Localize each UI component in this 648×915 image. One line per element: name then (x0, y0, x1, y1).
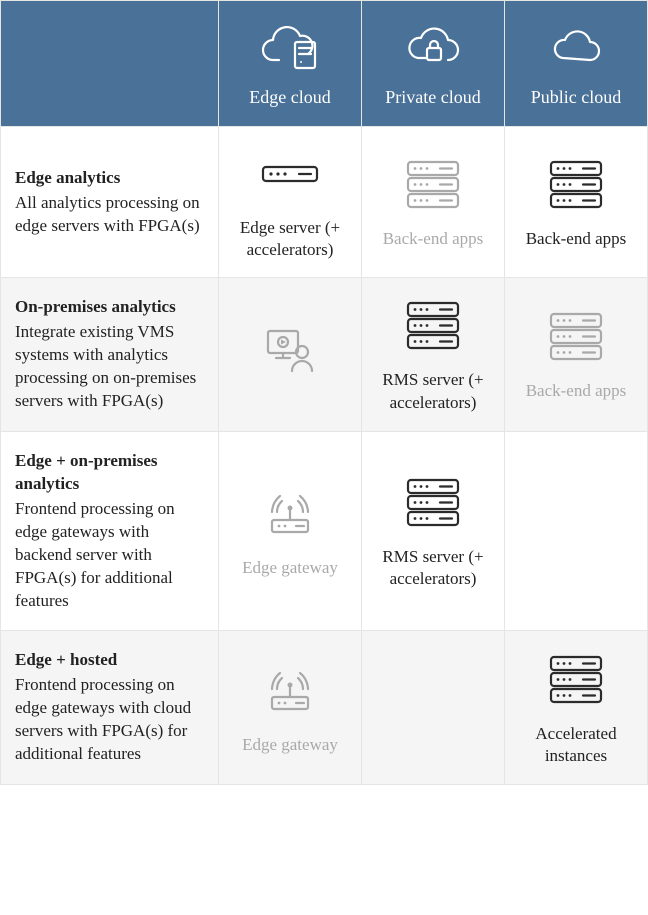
body-cell: Edge gateway (219, 431, 362, 631)
cell-caption: RMS server (+ accelerators) (368, 369, 498, 413)
col-label: Edge cloud (249, 87, 330, 107)
body-cell: Edge gateway (219, 631, 362, 785)
row-label: Edge analytics All analytics processing o… (1, 127, 219, 278)
row-label: On-premises analytics Integrate existing … (1, 278, 219, 432)
body-cell (219, 278, 362, 432)
row-title: Edge + on-premises analytics (15, 450, 204, 496)
body-cell (505, 431, 648, 631)
cell-caption: Edge gateway (225, 734, 355, 756)
cloud-lock-icon (370, 19, 496, 77)
row-title: Edge analytics (15, 167, 204, 190)
deployment-matrix: Edge cloud Private cloud Public cloud Ed… (0, 0, 648, 785)
body-cell: Edge server (+ accelerators) (219, 127, 362, 278)
server-stack-icon (511, 306, 641, 368)
body-cell: Back-end apps (362, 127, 505, 278)
body-cell: Accelerated instances (505, 631, 648, 785)
gateway-icon (225, 483, 355, 545)
server-stack-icon (368, 154, 498, 216)
row-title: On-premises analytics (15, 296, 204, 319)
server-stack-icon (511, 154, 641, 216)
row-desc: All analytics processing on edge servers… (15, 193, 200, 235)
server-stack-icon (511, 649, 641, 711)
col-header-private: Private cloud (362, 1, 505, 127)
row-desc: Frontend processing on edge gateways wit… (15, 499, 175, 610)
server-stack-icon (368, 472, 498, 534)
cell-caption: Back-end apps (511, 228, 641, 250)
body-cell: RMS server (+ accelerators) (362, 431, 505, 631)
cell-caption: Back-end apps (368, 228, 498, 250)
col-header-edge: Edge cloud (219, 1, 362, 127)
table-row: On-premises analytics Integrate existing … (1, 278, 648, 432)
row-desc: Frontend processing on edge gateways wit… (15, 675, 191, 763)
row-title: Edge + hosted (15, 649, 204, 672)
table-row: Edge analytics All analytics processing o… (1, 127, 648, 278)
col-header-public: Public cloud (505, 1, 648, 127)
body-cell: RMS server (+ accelerators) (362, 278, 505, 432)
server-stack-icon (368, 295, 498, 357)
cloud-server-icon (227, 19, 353, 77)
row-desc: Integrate existing VMS systems with anal… (15, 322, 196, 410)
cell-caption: Edge server (+ accelerators) (225, 217, 355, 261)
cell-caption: Edge gateway (225, 557, 355, 579)
body-cell: Back-end apps (505, 127, 648, 278)
body-cell: Back-end apps (505, 278, 648, 432)
operator-icon (225, 318, 355, 380)
gateway-icon (225, 660, 355, 722)
col-label: Private cloud (385, 87, 480, 107)
corner-cell (1, 1, 219, 127)
header-row: Edge cloud Private cloud Public cloud (1, 1, 648, 127)
table-row: Edge + on-premises analyticsFrontend pro… (1, 431, 648, 631)
cell-caption: RMS server (+ accelerators) (368, 546, 498, 590)
row-label: Edge + on-premises analyticsFrontend pro… (1, 431, 219, 631)
single-server-icon (225, 143, 355, 205)
cell-caption: Accelerated instances (511, 723, 641, 767)
cloud-icon (513, 19, 639, 77)
cell-caption: Back-end apps (511, 380, 641, 402)
body-cell (362, 631, 505, 785)
col-label: Public cloud (531, 87, 622, 107)
table-row: Edge + hosted Frontend processing on edge… (1, 631, 648, 785)
row-label: Edge + hosted Frontend processing on edge… (1, 631, 219, 785)
